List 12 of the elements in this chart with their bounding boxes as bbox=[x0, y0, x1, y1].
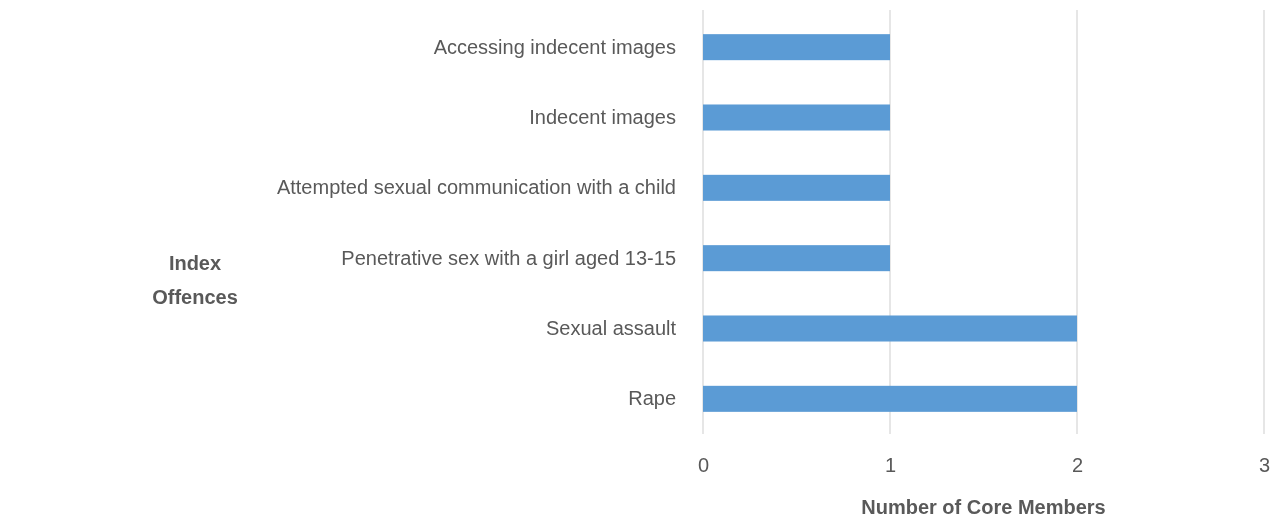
y-tick-label: Rape bbox=[628, 387, 676, 410]
x-tick-label: 3 bbox=[1258, 454, 1270, 477]
y-tick-label: Penetrative sex with a girl aged 13-15 bbox=[341, 246, 676, 269]
y-tick-label: Sexual assault bbox=[545, 316, 677, 339]
y-tick-label: Attempted sexual communication with a child bbox=[276, 176, 676, 199]
x-tick-label: 0 bbox=[697, 454, 710, 477]
y-axis-title: Index Offences bbox=[152, 252, 238, 308]
y-tick-label: Accessing indecent images bbox=[433, 35, 676, 58]
x-tick-label: 1 bbox=[884, 454, 897, 477]
x-tick-label: 2 bbox=[1071, 454, 1084, 477]
x-axis-title: Number of Core Members bbox=[861, 496, 1106, 518]
y-tick-label: Indecent images bbox=[529, 105, 676, 128]
